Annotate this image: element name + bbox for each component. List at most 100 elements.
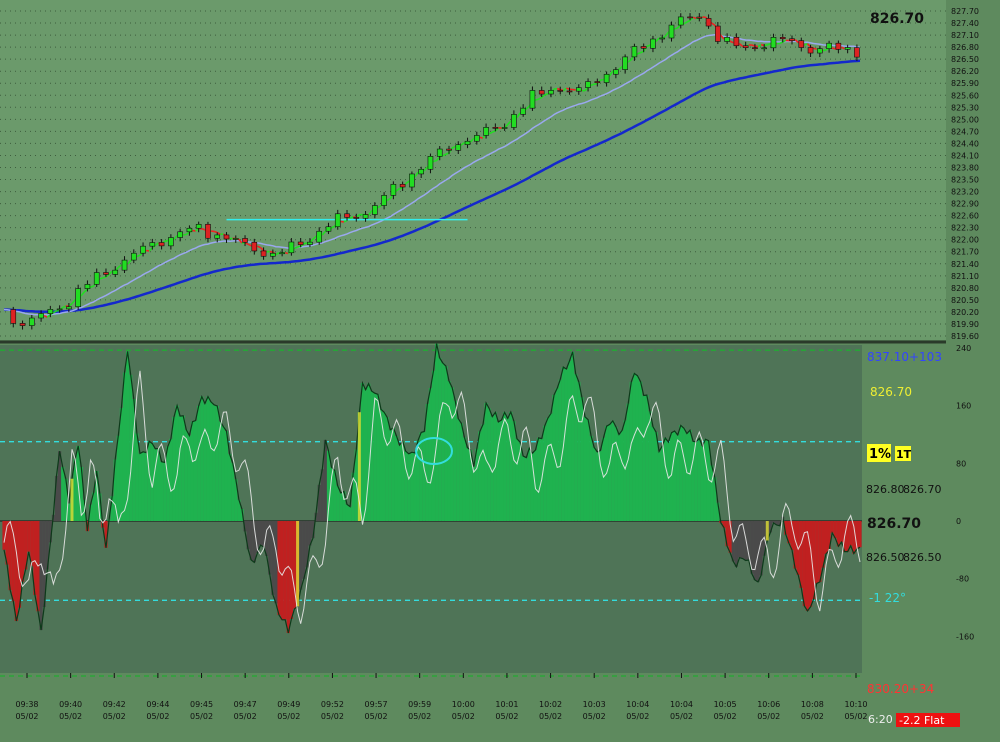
osc-bar: [88, 504, 93, 521]
osc-bar: [799, 521, 803, 588]
osc-bar: [370, 391, 374, 521]
fast-ma-segment: [195, 228, 200, 232]
fast-ma-segment: [46, 313, 51, 318]
fast-ma-segment: [247, 243, 252, 247]
candle-body: [158, 242, 165, 247]
candle-body: [844, 47, 851, 50]
fast-ma-segment: [399, 187, 403, 190]
price-tick-label: 825.60: [951, 91, 979, 100]
candle-body: [742, 45, 749, 48]
fast-ma-segment: [117, 264, 122, 269]
date-tick-label: 05/02: [103, 712, 126, 721]
osc-bar: [184, 429, 188, 521]
osc-bar: [506, 418, 510, 521]
osc-bar: [595, 451, 599, 521]
candle-body: [112, 269, 119, 275]
osc-bar: [617, 434, 621, 521]
date-tick-label: 05/02: [757, 712, 780, 721]
fast-ma-segment: [806, 43, 812, 48]
fast-ma-segment: [470, 137, 475, 143]
fast-ma-segment: [541, 94, 546, 99]
fast-ma-segment: [674, 27, 678, 30]
date-tick-label: 05/02: [714, 712, 737, 721]
date-tick-label: 05/02: [452, 712, 475, 721]
osc-bar: [363, 389, 368, 521]
candle-body: [594, 81, 601, 83]
osc-bar: [286, 521, 290, 634]
osc-bar: [410, 452, 414, 521]
fast-ma-segment: [164, 239, 168, 243]
osc-bar: [227, 454, 232, 521]
osc-bar: [428, 388, 433, 521]
osc-bar: [373, 393, 377, 521]
price-tick-label: 819.60: [951, 332, 979, 341]
osc-bar: [126, 351, 130, 521]
osc-bar: [178, 416, 182, 521]
osc-bar: [329, 467, 334, 521]
candle-body: [399, 183, 406, 188]
candle-body: [38, 313, 44, 319]
date-tick-label: 05/02: [146, 712, 169, 721]
fast-ma-segment: [556, 87, 561, 91]
osc-bar: [261, 521, 266, 547]
fast-ma-segment: [767, 43, 771, 46]
osc-bar: [54, 475, 59, 521]
fast-ma-segment: [216, 231, 221, 235]
osc-bar: [20, 521, 25, 582]
time-tick-label: 09:57: [365, 700, 388, 709]
candle-body: [205, 223, 211, 239]
osc-bar: [481, 424, 485, 521]
osc-bar: [385, 417, 389, 521]
osc-bar: [472, 466, 476, 521]
osc-bar: [302, 521, 306, 579]
fast-ma-segment: [516, 112, 521, 118]
osc-bar: [688, 430, 692, 521]
candle-body: [232, 238, 239, 240]
candle-body: [446, 148, 452, 151]
candle-body: [372, 205, 378, 215]
osc-bar: [444, 366, 448, 521]
fast-ma-segment: [686, 19, 691, 23]
price-tick-label: 820.50: [951, 296, 979, 305]
candle-body: [705, 18, 712, 27]
candle-body: [307, 241, 313, 245]
time-tick-label: 10:04: [626, 700, 649, 709]
fast-ma-segment: [804, 43, 808, 46]
osc-bar: [728, 521, 732, 553]
candle-body: [548, 90, 554, 95]
time-tick-label: 09:59: [408, 700, 431, 709]
date-tick-label: 05/02: [583, 712, 606, 721]
osc-bar: [187, 435, 192, 521]
candle-body: [492, 127, 499, 129]
osc-bar: [150, 443, 154, 521]
candle-body: [390, 183, 397, 196]
osc-bar: [793, 521, 797, 569]
price-panel[interactable]: [0, 0, 946, 340]
osc-bar: [206, 396, 210, 521]
osc-bar: [778, 521, 782, 526]
osc-cyan-label: -1 22°: [869, 591, 906, 605]
osc-bar: [203, 403, 207, 521]
time-tick-label: 09:42: [103, 700, 126, 709]
osc-bar: [271, 521, 275, 595]
fast-ma-segment: [562, 87, 567, 92]
fast-ma-segment: [538, 96, 543, 100]
fast-ma-segment: [343, 219, 348, 223]
osc-bar: [632, 373, 637, 521]
time-tick-label: 09:47: [234, 700, 257, 709]
osc-bar: [243, 521, 247, 532]
osc-bar: [527, 448, 531, 521]
candle-body: [260, 250, 267, 257]
osc-bar: [190, 421, 195, 521]
fast-ma-segment: [779, 41, 784, 45]
osc-bar: [818, 521, 822, 582]
osc-bar: [401, 441, 405, 521]
osc-bar: [407, 453, 411, 521]
osc-bar: [586, 419, 590, 521]
oscillator-label-strip: [862, 345, 946, 673]
osc-tick-label: -160: [956, 632, 974, 641]
fast-ma-segment: [433, 159, 437, 163]
osc-bar: [215, 405, 219, 521]
time-tick-label: 10:04: [670, 700, 693, 709]
osc-bar: [280, 521, 284, 620]
